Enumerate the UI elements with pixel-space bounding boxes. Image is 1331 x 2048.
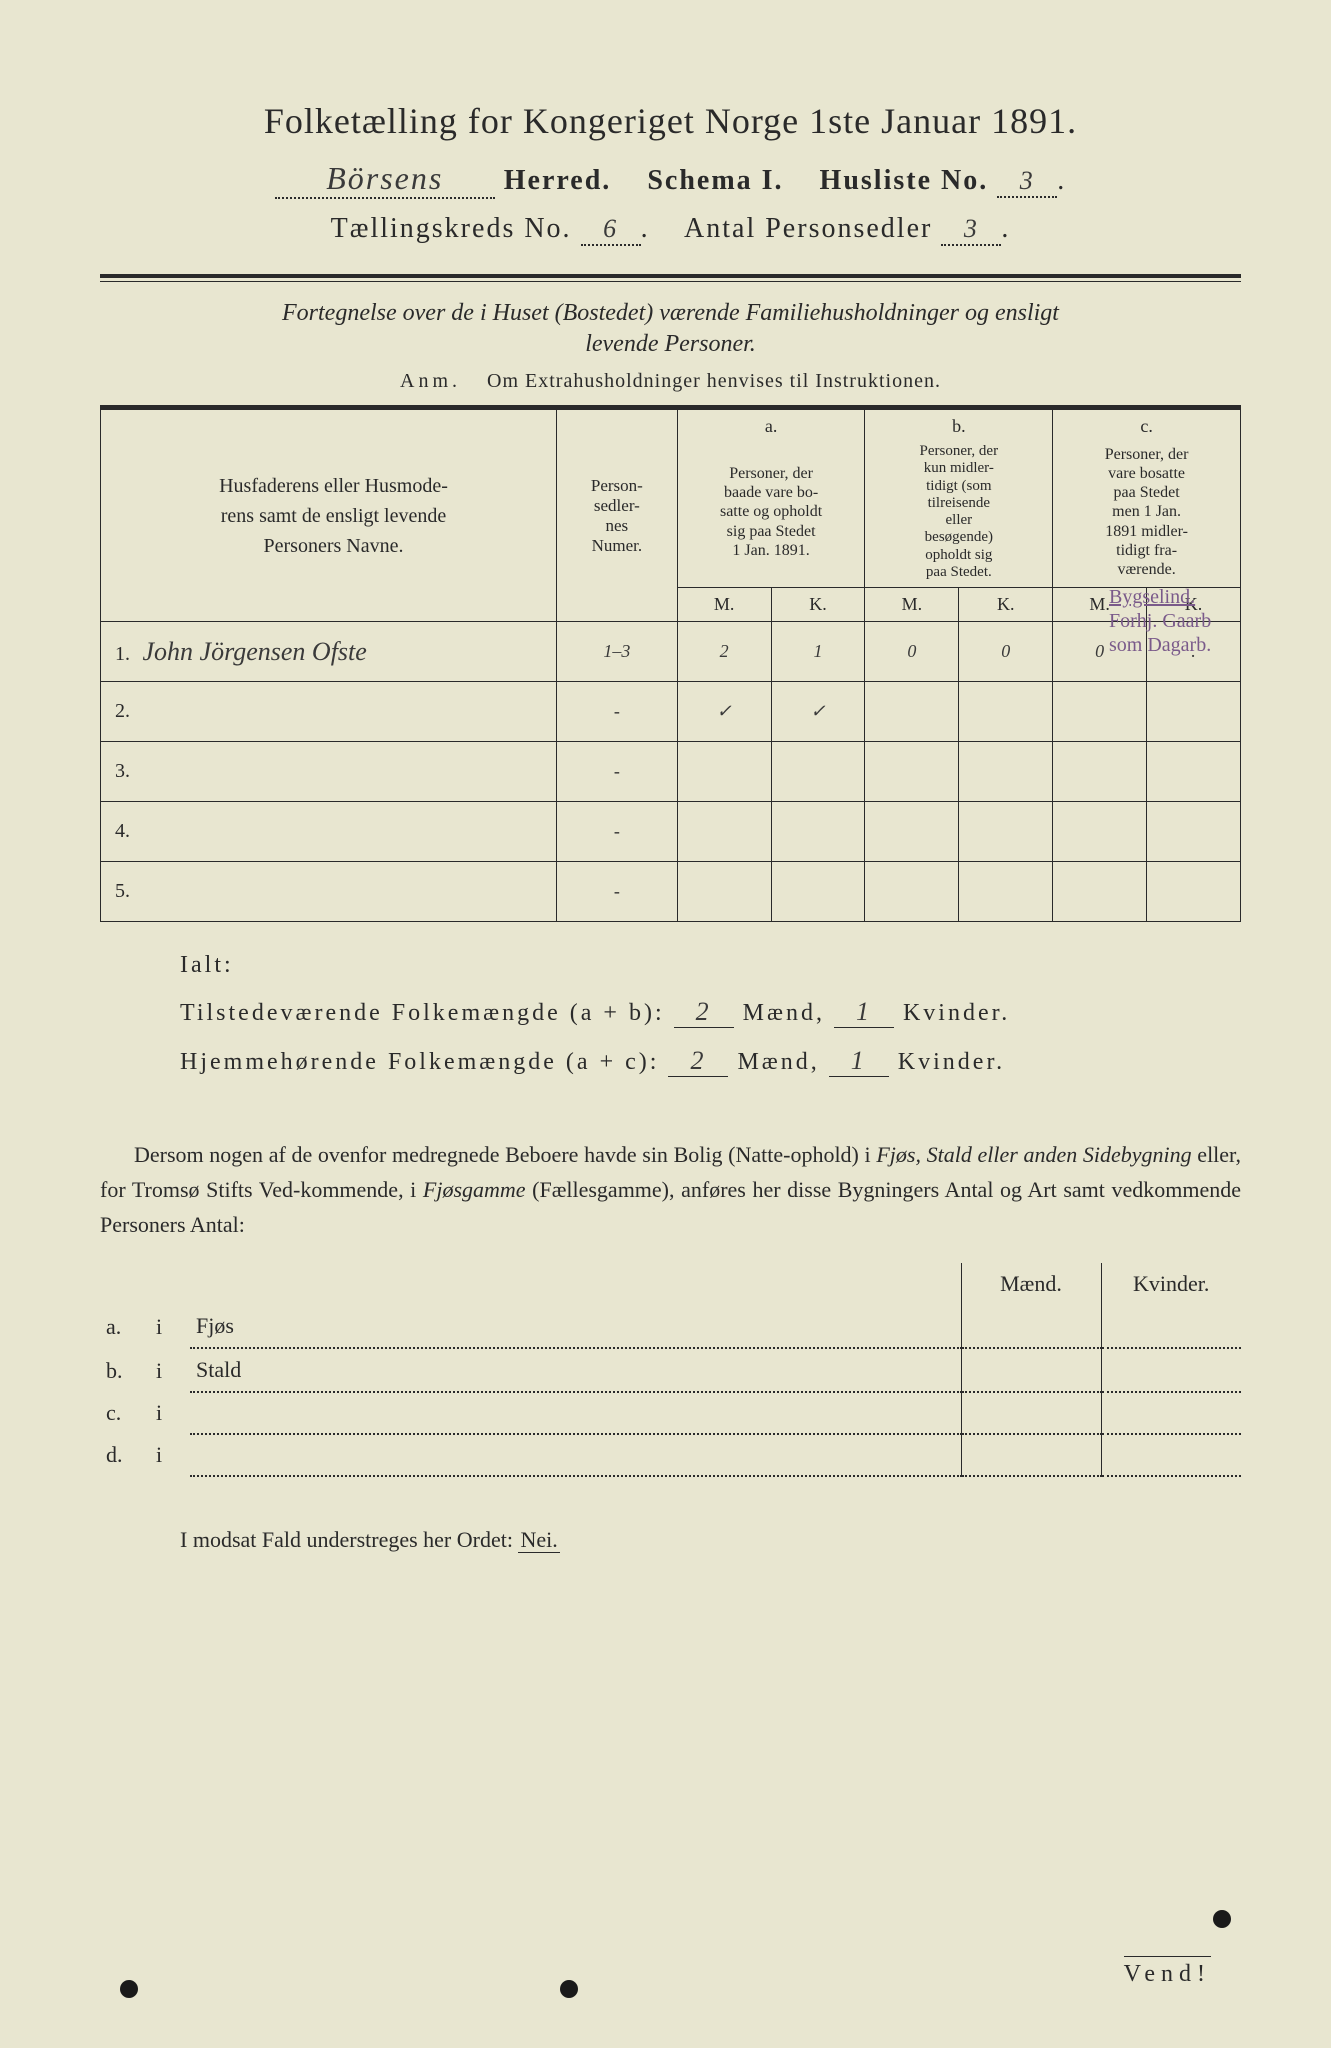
fortegnelse-line2: levende Personer. xyxy=(100,331,1241,358)
para-i2: Fjøsgamme xyxy=(423,1177,526,1202)
nei-word: Nei. xyxy=(518,1527,559,1553)
bld-i: i xyxy=(150,1392,190,1434)
para-i1: Fjøs, Stald eller anden Sidebygning xyxy=(876,1142,1191,1167)
row-aK2: ✓ xyxy=(771,682,865,742)
col-b-label: b. xyxy=(865,408,1053,438)
nei-line: I modsat Fald understreges her Ordet: Ne… xyxy=(180,1527,1241,1553)
kvinder-label: Kvinder. xyxy=(898,1049,1005,1075)
row-aK: 1 xyxy=(771,622,865,682)
tkreds-no: 6 xyxy=(581,214,641,246)
bld-head-M: Mænd. xyxy=(961,1263,1101,1305)
building-row: d. i xyxy=(100,1434,1241,1476)
bld-a: c. xyxy=(100,1392,150,1434)
home-label: Hjemmehørende Folkemængde (a + c): xyxy=(180,1049,659,1075)
row-aM2: ✓ xyxy=(677,682,771,742)
vend-label: Vend! xyxy=(1124,1956,1211,1988)
punch-hole-icon xyxy=(560,1980,578,1998)
col-numer-header: Person- sedler- nes Numer. xyxy=(557,408,678,622)
census-table-wrap: Bygselind. Forhj. Gaarb som Dagarb. Husf… xyxy=(100,405,1241,922)
row-bK: 0 xyxy=(959,622,1053,682)
tkreds-line: Tællingskreds No. 6. Antal Personsedler … xyxy=(100,213,1241,246)
husliste-label: Husliste No. xyxy=(820,165,989,196)
maend-label: Mænd, xyxy=(743,1000,825,1026)
herred-line: Börsens Herred. Schema I. Husliste No. 3… xyxy=(100,160,1241,199)
present-M: 2 xyxy=(674,997,734,1028)
col-names-header: Husfaderens eller Husmode- rens samt de … xyxy=(101,408,557,622)
row-num: 4. xyxy=(115,820,130,842)
col-c-header: Personer, der vare bosatte paa Stedet me… xyxy=(1053,437,1241,588)
present-label: Tilstedeværende Folkemængde (a + b): xyxy=(180,1000,665,1026)
margin-note-bot: som Dagarb. xyxy=(1109,633,1229,657)
col-b-header: Personer, der kun midler- tidigt (som ti… xyxy=(865,437,1053,588)
margin-note-top: Bygselind. xyxy=(1109,585,1229,609)
table-row: 3. - xyxy=(101,742,1241,802)
punch-hole-icon xyxy=(1213,1910,1231,1928)
present-line: Tilstedeværende Folkemængde (a + b): 2 M… xyxy=(180,997,1241,1028)
antal-no: 3 xyxy=(941,214,1001,246)
antal-label: Antal Personsedler xyxy=(684,213,932,244)
table-row: 1. John Jörgensen Ofste 1–3 2 1 0 0 0 . xyxy=(101,622,1241,682)
herred-name: Börsens xyxy=(275,160,495,199)
census-table: Husfaderens eller Husmode- rens samt de … xyxy=(100,405,1241,922)
bld-a: d. xyxy=(100,1434,150,1476)
ialt-label: Ialt: xyxy=(180,952,1241,979)
paragraph: Dersom nogen af de ovenfor medregnede Be… xyxy=(100,1137,1241,1243)
anm-label: Anm. xyxy=(400,370,461,392)
document-page: Folketælling for Kongeriget Norge 1ste J… xyxy=(0,0,1331,2048)
herred-label: Herred. xyxy=(504,165,612,196)
a-K: K. xyxy=(771,588,865,622)
bld-head-K: Kvinder. xyxy=(1101,1263,1241,1305)
husliste-no: 3 xyxy=(997,166,1057,198)
bld-a: b. xyxy=(100,1348,150,1392)
row-num: 3. xyxy=(115,760,130,782)
table-row: 5. - xyxy=(101,862,1241,922)
home-K: 1 xyxy=(829,1046,889,1077)
home-line: Hjemmehørende Folkemængde (a + c): 2 Mæn… xyxy=(180,1046,1241,1077)
anm-text: Om Extrahusholdninger henvises til Instr… xyxy=(487,370,941,392)
row-num: 5. xyxy=(115,880,130,902)
fortegnelse-line1: Fortegnelse over de i Huset (Bostedet) v… xyxy=(100,300,1241,327)
margin-note: Bygselind. Forhj. Gaarb som Dagarb. xyxy=(1109,585,1229,657)
col-a-header: Personer, der baade vare bo- satte og op… xyxy=(677,437,865,588)
punch-hole-icon xyxy=(120,1980,138,1998)
nei-text: I modsat Fald understreges her Ordet: xyxy=(180,1527,513,1552)
b-M: M. xyxy=(865,588,959,622)
home-M: 2 xyxy=(668,1046,728,1077)
bld-i: i xyxy=(150,1434,190,1476)
tkreds-label: Tællingskreds No. xyxy=(331,213,572,244)
bld-i: i xyxy=(150,1305,190,1348)
building-table: Mænd. Kvinder. a. i Fjøs b. i Stald c. i… xyxy=(100,1263,1241,1477)
census-tbody: 1. John Jörgensen Ofste 1–3 2 1 0 0 0 . … xyxy=(101,622,1241,922)
col-a-label: a. xyxy=(677,408,865,438)
bld-a: a. xyxy=(100,1305,150,1348)
bld-i: i xyxy=(150,1348,190,1392)
bld-label: Stald xyxy=(190,1348,961,1392)
row-bM: 0 xyxy=(865,622,959,682)
building-row: a. i Fjøs xyxy=(100,1305,1241,1348)
main-title: Folketælling for Kongeriget Norge 1ste J… xyxy=(100,100,1241,142)
para-t1: Dersom nogen af de ovenfor medregnede Be… xyxy=(134,1142,876,1167)
table-row: 4. - xyxy=(101,802,1241,862)
row-name: John Jörgensen Ofste xyxy=(143,637,367,666)
row-numer: 1–3 xyxy=(557,622,678,682)
table-row: 2. - ✓ ✓ xyxy=(101,682,1241,742)
col-c-label: c. xyxy=(1053,408,1241,438)
anm-line: Anm. Om Extrahusholdninger henvises til … xyxy=(100,370,1241,393)
a-M: M. xyxy=(677,588,771,622)
schema-label: Schema I. xyxy=(647,165,783,196)
building-row: b. i Stald xyxy=(100,1348,1241,1392)
maend-label: Mænd, xyxy=(737,1049,819,1075)
b-K: K. xyxy=(959,588,1053,622)
kvinder-label: Kvinder. xyxy=(903,1000,1010,1026)
margin-note-mid: Forhj. Gaarb xyxy=(1109,609,1229,633)
row-aM: 2 xyxy=(677,622,771,682)
horizontal-rule xyxy=(100,274,1241,282)
building-row: c. i xyxy=(100,1392,1241,1434)
present-K: 1 xyxy=(834,997,894,1028)
row-num: 2. xyxy=(115,700,130,722)
ialt-block: Ialt: Tilstedeværende Folkemængde (a + b… xyxy=(180,952,1241,1077)
row-num: 1. xyxy=(115,643,130,665)
bld-label: Fjøs xyxy=(190,1305,961,1348)
